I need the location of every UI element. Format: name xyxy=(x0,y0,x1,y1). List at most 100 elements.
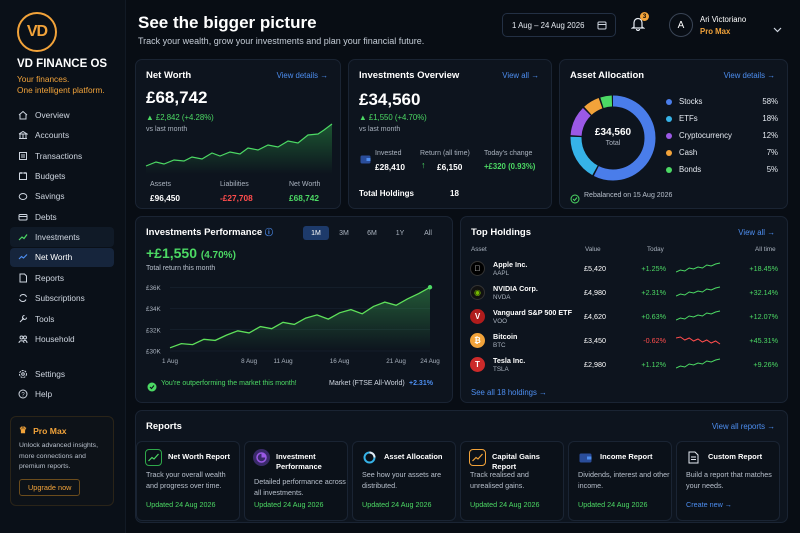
investments-view-all-link[interactable]: View all → xyxy=(502,71,539,80)
promo-description: Unlock advanced insights, more connectio… xyxy=(19,442,98,470)
net-worth-total-label: Net Worth xyxy=(289,181,321,188)
holding-sparkline xyxy=(676,262,721,273)
report-asset-allocation[interactable]: Asset Allocation See how your assets are… xyxy=(352,441,456,521)
table-row[interactable]:  Apple Inc.AAPL £5,420 +1.25% +18.45% xyxy=(470,260,780,280)
table-row[interactable]: ₿ Bitcoin BTC £3,450 -0.62% +45.31% xyxy=(470,332,780,352)
report-description: Dividends, interest and other income. xyxy=(578,470,670,490)
holding-value: £3,450 xyxy=(584,336,606,345)
bitcoin-icon: ₿ xyxy=(470,333,485,348)
notifications-button[interactable]: 3 xyxy=(630,12,649,36)
holding-value: £2,980 xyxy=(584,360,606,369)
report-updated: Updated 24 Aug 2026 xyxy=(146,500,216,509)
wallet-icon xyxy=(577,449,594,466)
sidebar-item-label: Reports xyxy=(35,272,65,283)
sidebar-item-debts[interactable]: Debts xyxy=(10,207,114,227)
accounts-icon xyxy=(17,130,28,141)
holding-all-time: +12.07% xyxy=(749,312,778,321)
arrow-up-icon: ↑ xyxy=(421,160,426,170)
y-tick-label: £36K xyxy=(146,285,162,292)
sidebar-item-tools[interactable]: Tools xyxy=(10,309,114,329)
report-title: Custom Report xyxy=(708,452,763,461)
create-new-report-link[interactable]: Create new → xyxy=(686,500,732,509)
tab-6m[interactable]: 6M xyxy=(367,229,377,237)
table-row[interactable]: ◉ NVIDIA Corp. NVDA £4,980 +2.31% +32.14% xyxy=(470,284,780,304)
sidebar-item-label: Settings xyxy=(35,368,65,379)
holding-ticker: VOO xyxy=(493,318,507,325)
sidebar-item-settings[interactable]: Settings xyxy=(10,364,114,384)
sidebar-item-label: Overview xyxy=(35,109,70,120)
report-income[interactable]: Income Report Dividends, interest and ot… xyxy=(568,441,672,521)
tab-all[interactable]: All xyxy=(424,229,432,237)
sidebar-item-label: Help xyxy=(35,389,53,400)
table-row[interactable]: T Tesla Inc. TSLA £2,980 +1.12% +9.26% xyxy=(470,356,780,376)
series-area xyxy=(170,287,430,351)
rebalanced-text: Rebalanced on 15 Aug 2026 xyxy=(584,192,673,199)
sidebar-item-accounts[interactable]: Accounts xyxy=(10,125,114,145)
report-title: Income Report xyxy=(600,452,653,461)
allocation-view-details-link[interactable]: View details → xyxy=(723,71,775,80)
savings-icon xyxy=(17,191,28,202)
holdings-view-all-link[interactable]: View all → xyxy=(738,228,775,237)
report-investment-performance[interactable]: Investment Performance Detailed performa… xyxy=(244,441,348,521)
report-capital-gains[interactable]: Capital Gains Report Track realised and … xyxy=(460,441,564,521)
tab-1y[interactable]: 1Y xyxy=(395,229,405,237)
view-all-reports-link[interactable]: View all reports → xyxy=(711,422,775,431)
allocation-donut-chart xyxy=(570,95,656,181)
legend-percent: 5% xyxy=(766,165,778,174)
donut-slice-etfs xyxy=(570,95,656,181)
legend-label: Bonds xyxy=(679,165,702,174)
holding-today: +0.63% xyxy=(641,312,666,321)
legend-dot xyxy=(666,115,672,122)
date-range-picker[interactable]: 1 Aug – 24 Aug 2026 xyxy=(502,13,616,37)
sidebar-item-reports[interactable]: Reports xyxy=(10,268,114,288)
legend-percent: 7% xyxy=(766,148,778,157)
sidebar-item-savings[interactable]: Savings xyxy=(10,187,114,207)
info-icon[interactable]: ⓘ xyxy=(264,228,273,237)
sidebar-item-overview[interactable]: Overview xyxy=(10,105,114,125)
tab-3m[interactable]: 3M xyxy=(339,229,349,237)
report-custom[interactable]: Custom Report Build a report that matche… xyxy=(676,441,780,521)
sidebar-item-investments[interactable]: Investments xyxy=(10,227,114,247)
sidebar-item-budgets[interactable]: Budgets xyxy=(10,166,114,186)
sidebar-item-net-worth[interactable]: Net Worth xyxy=(10,247,114,268)
help-icon: ? xyxy=(17,389,28,400)
net-worth-icon xyxy=(17,252,28,263)
sidebar-item-label: Investments xyxy=(35,232,80,243)
table-row[interactable]: V Vanguard S&P 500 ETF VOO £4,620 +0.63% +1… xyxy=(470,308,780,328)
legend-label: Cash xyxy=(679,148,698,157)
promo-title-text: Pro Max xyxy=(33,425,67,436)
sidebar-item-household[interactable]: Household xyxy=(10,329,114,349)
nvidia-icon: ◉ xyxy=(470,285,485,300)
report-net-worth[interactable]: Net Worth Report Track your overall weal… xyxy=(136,441,240,521)
user-name[interactable]: Ari Victoriano xyxy=(700,15,747,24)
net-worth-sparkline xyxy=(145,123,333,174)
performance-line-chart: £30K £32K £34K £36K 1 Aug 8 Aug 11 Aug 16 Aug 21… xyxy=(146,285,440,365)
sidebar-nav: Overview Accounts Transactions Budgets S… xyxy=(10,105,114,350)
sidebar-item-subscriptions[interactable]: Subscriptions xyxy=(10,289,114,309)
legend-percent: 58% xyxy=(762,97,778,106)
report-description: Detailed performance across all investme… xyxy=(254,477,346,497)
avatar[interactable]: A xyxy=(669,13,693,37)
tab-1m[interactable]: 1M xyxy=(303,226,329,240)
sidebar-item-label: Subscriptions xyxy=(35,293,85,304)
card-title: Investments Overview xyxy=(359,70,460,81)
holding-today: -0.62% xyxy=(643,336,666,345)
chevron-down-icon[interactable] xyxy=(773,20,782,38)
home-icon xyxy=(17,109,28,120)
sidebar-item-label: Transactions xyxy=(35,150,83,161)
holding-sparkline xyxy=(676,358,721,369)
report-title: Investment Performance xyxy=(276,452,322,471)
sidebar-item-help[interactable]: ? Help xyxy=(10,384,114,404)
allocation-legend-item: Cryptocurrency 12% xyxy=(666,131,778,140)
sidebar-item-transactions[interactable]: Transactions xyxy=(10,146,114,166)
x-tick-label: 11 Aug xyxy=(273,358,293,365)
net-worth-compare: vs last month xyxy=(146,126,188,133)
see-all-holdings-link[interactable]: See all 18 holdings → xyxy=(471,388,547,397)
net-worth-view-details-link[interactable]: View details → xyxy=(276,71,328,80)
liabilities-value: -£27,708 xyxy=(220,193,253,203)
holding-ticker: TSLA xyxy=(493,366,509,373)
upgrade-button[interactable]: Upgrade now xyxy=(19,478,81,496)
budgets-icon xyxy=(17,170,28,181)
x-tick-label: 16 Aug xyxy=(330,358,350,365)
